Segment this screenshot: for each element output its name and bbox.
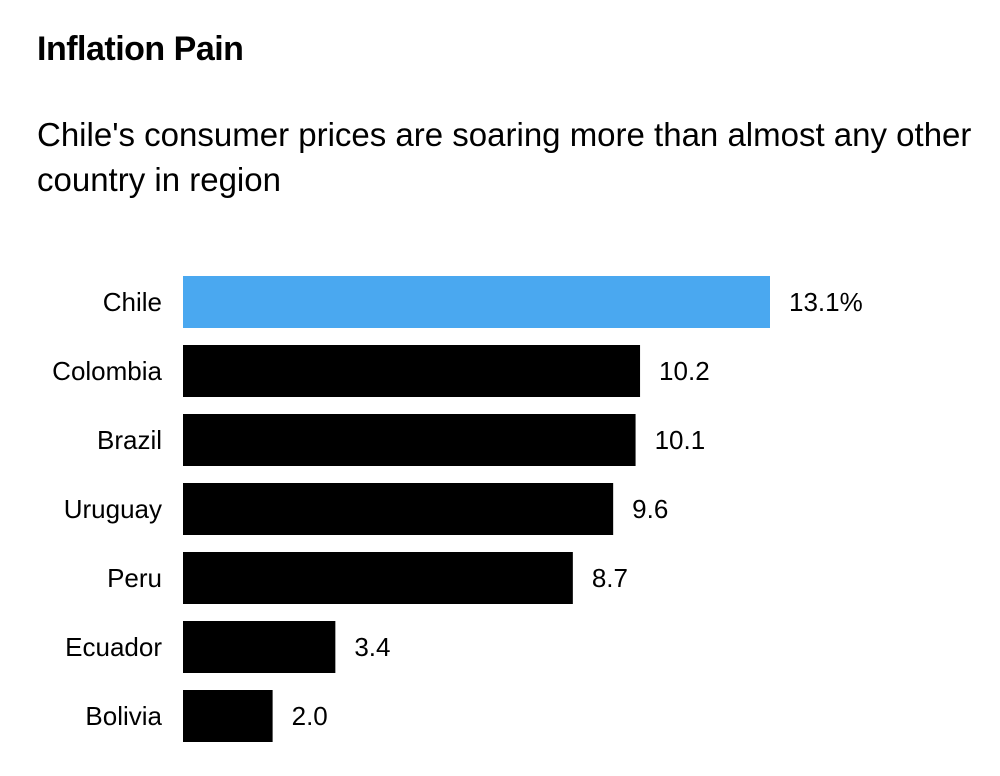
value-label: 10.1 xyxy=(655,425,706,455)
category-label: Chile xyxy=(103,287,162,317)
category-label: Colombia xyxy=(52,356,162,386)
value-label: 2.0 xyxy=(292,701,328,731)
value-label: 8.7 xyxy=(592,563,628,593)
bar-colombia xyxy=(183,345,641,397)
bar-peru xyxy=(183,552,573,604)
value-label: 9.6 xyxy=(632,494,668,524)
bar-chile xyxy=(183,276,770,328)
bar-bolivia xyxy=(183,690,273,742)
bar-uruguay xyxy=(183,483,614,535)
value-label: 3.4 xyxy=(354,632,390,662)
value-label: 10.2 xyxy=(659,356,710,386)
bar-ecuador xyxy=(183,621,336,673)
chart-title: Inflation Pain xyxy=(37,30,244,68)
value-label: 13.1% xyxy=(789,287,863,317)
category-label: Bolivia xyxy=(85,701,162,731)
bar-brazil xyxy=(183,414,636,466)
chart-subtitle: Chile's consumer prices are soaring more… xyxy=(37,116,972,198)
category-label: Peru xyxy=(107,563,162,593)
category-label: Brazil xyxy=(97,425,162,455)
category-label: Uruguay xyxy=(64,494,162,524)
category-label: Ecuador xyxy=(65,632,162,662)
